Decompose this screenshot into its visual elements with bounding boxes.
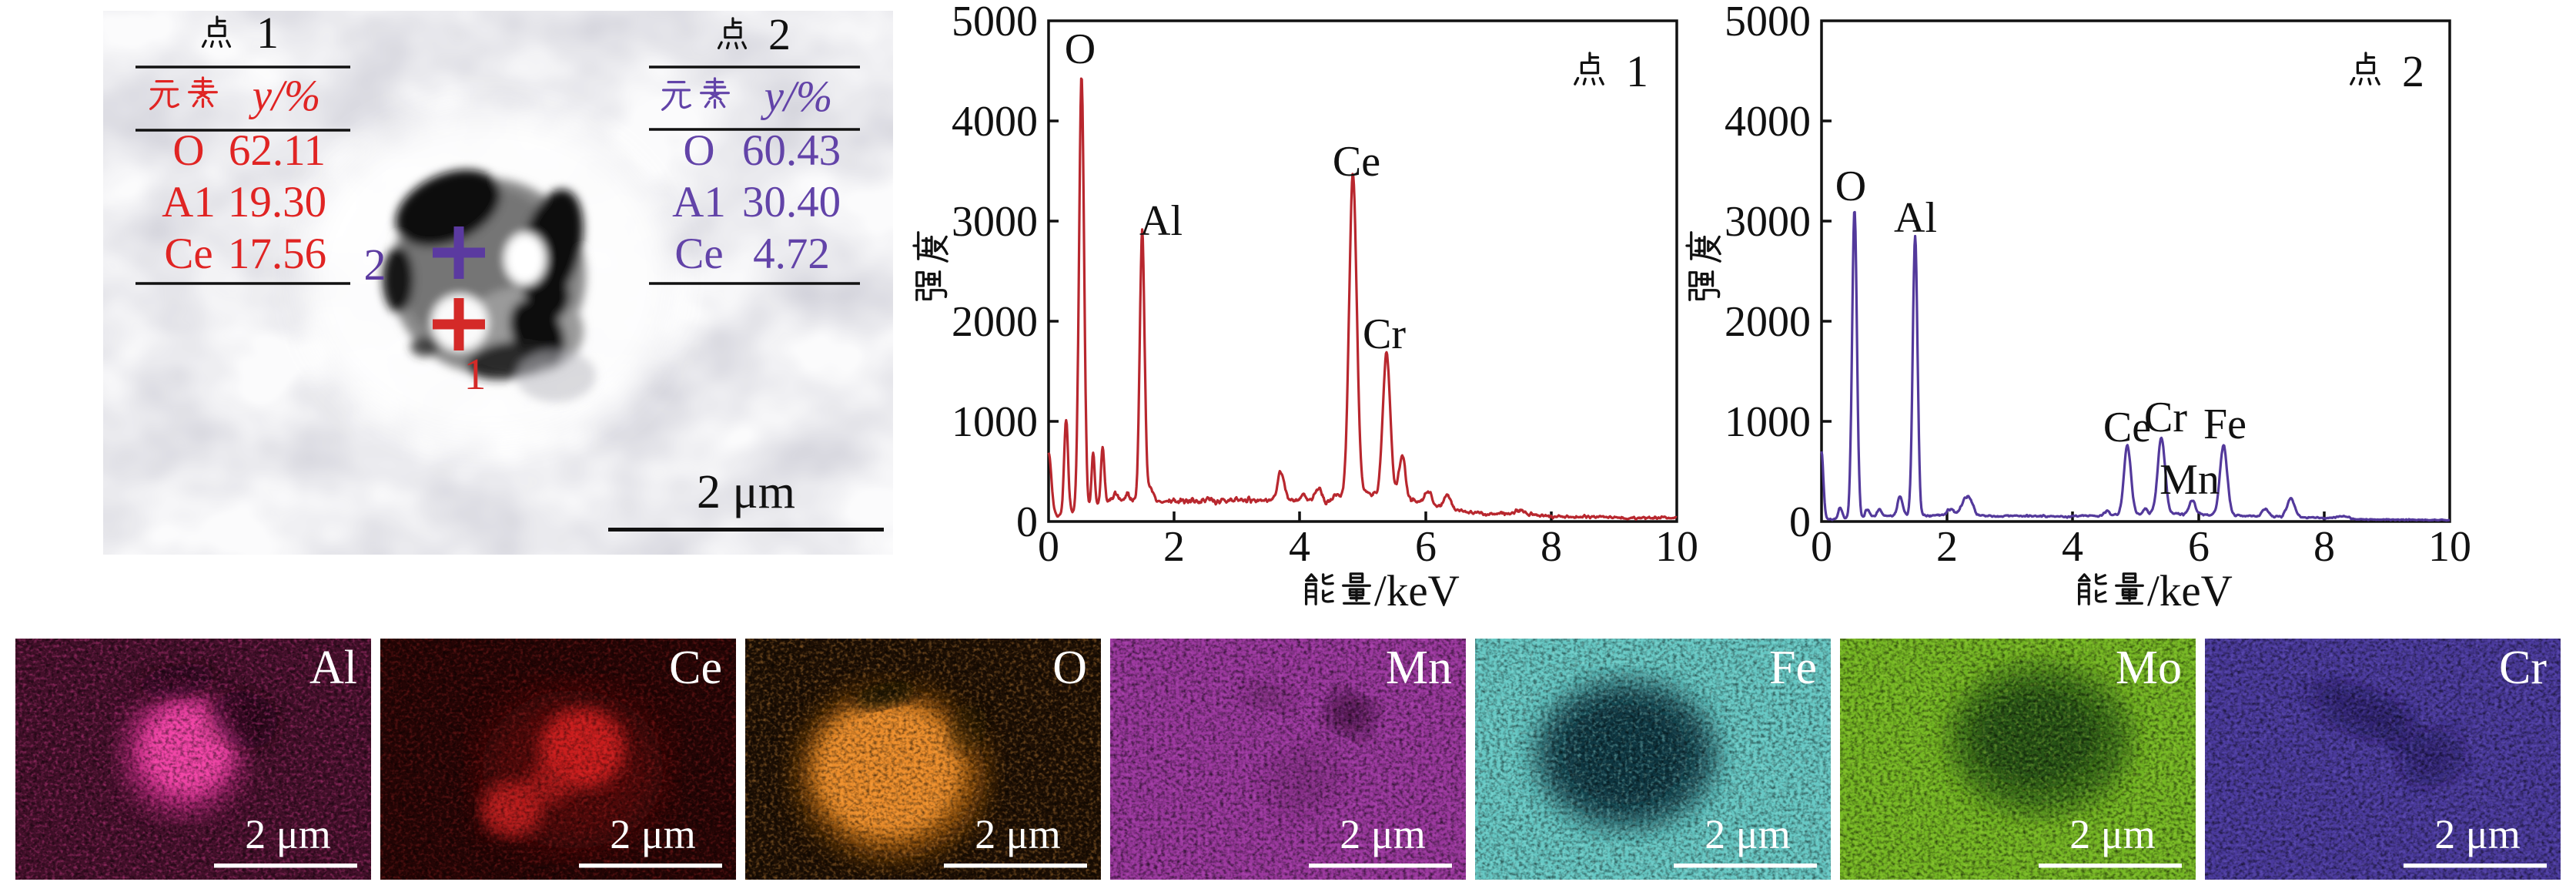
svg-text:Mn: Mn: [1386, 642, 1452, 694]
svg-text:2: 2: [768, 9, 791, 59]
svg-text:10: 10: [1655, 523, 1698, 571]
svg-text:2 μm: 2 μm: [2069, 811, 2155, 857]
svg-text:2 μm: 2 μm: [610, 811, 695, 857]
svg-text:6: 6: [1415, 523, 1437, 571]
svg-text:4000: 4000: [952, 98, 1038, 146]
svg-text:2000: 2000: [1725, 298, 1811, 346]
svg-text:2 μm: 2 μm: [245, 811, 330, 857]
svg-text:Fe: Fe: [1769, 642, 1817, 694]
svg-text:O: O: [1052, 642, 1087, 694]
svg-text:y/%: y/%: [761, 72, 833, 121]
svg-text:0: 0: [1038, 523, 1059, 571]
svg-text:/keV: /keV: [2147, 567, 2233, 615]
svg-text:1000: 1000: [1725, 398, 1811, 446]
svg-text:Al: Al: [309, 642, 357, 694]
svg-text:Ce: Ce: [2103, 404, 2151, 451]
svg-text:17.56: 17.56: [228, 230, 326, 278]
svg-text:O: O: [1065, 25, 1096, 73]
svg-text:4: 4: [1289, 523, 1310, 571]
svg-text:Al: Al: [1894, 194, 1937, 242]
svg-text:1: 1: [464, 349, 487, 399]
svg-text:3000: 3000: [1725, 198, 1811, 246]
svg-text:6: 6: [2188, 523, 2210, 571]
svg-text:3000: 3000: [952, 198, 1038, 246]
svg-text:A1: A1: [162, 178, 216, 226]
svg-text:2 μm: 2 μm: [1705, 811, 1790, 857]
svg-text:2 μm: 2 μm: [975, 811, 1060, 857]
svg-text:Ce: Ce: [164, 230, 212, 278]
svg-text:2: 2: [1163, 523, 1185, 571]
svg-text:Cr: Cr: [2499, 642, 2547, 694]
svg-text:4: 4: [2062, 523, 2083, 571]
svg-text:5000: 5000: [1725, 0, 1811, 45]
svg-text:1000: 1000: [952, 398, 1038, 446]
svg-text:Mn: Mn: [2159, 456, 2220, 504]
svg-text:2: 2: [1936, 523, 1958, 571]
svg-text:8: 8: [1541, 523, 1562, 571]
svg-text:5000: 5000: [952, 0, 1038, 45]
svg-text:Ce: Ce: [669, 642, 722, 694]
svg-text:10: 10: [2428, 523, 2471, 571]
svg-text:Cr: Cr: [2144, 394, 2187, 441]
svg-text:A1: A1: [672, 178, 726, 226]
svg-text:60.43: 60.43: [742, 126, 841, 175]
svg-text:O: O: [172, 126, 204, 175]
svg-text:0: 0: [1811, 523, 1832, 571]
svg-text:/keV: /keV: [1374, 567, 1460, 615]
svg-text:4000: 4000: [1725, 98, 1811, 146]
svg-text:y/%: y/%: [249, 72, 321, 120]
svg-text:Cr: Cr: [1363, 310, 1406, 358]
svg-text:4.72: 4.72: [753, 230, 830, 278]
svg-text:1: 1: [1626, 46, 1648, 96]
svg-text:Al: Al: [1139, 197, 1183, 245]
svg-text:Ce: Ce: [674, 230, 723, 278]
svg-text:30.40: 30.40: [742, 178, 841, 226]
svg-text:2 μm: 2 μm: [1340, 811, 1425, 857]
svg-text:2: 2: [2402, 46, 2424, 96]
svg-text:2: 2: [364, 240, 386, 290]
svg-text:2 μm: 2 μm: [697, 466, 795, 518]
svg-text:2000: 2000: [952, 298, 1038, 346]
svg-text:0: 0: [1016, 498, 1038, 546]
svg-text:Fe: Fe: [2203, 401, 2246, 448]
svg-text:62.11: 62.11: [229, 126, 326, 175]
svg-text:Mo: Mo: [2116, 642, 2182, 694]
svg-text:8: 8: [2313, 523, 2335, 571]
svg-text:O: O: [1835, 163, 1866, 210]
svg-text:19.30: 19.30: [228, 178, 326, 226]
svg-text:0: 0: [1789, 498, 1811, 546]
svg-text:1: 1: [256, 8, 279, 58]
svg-text:Ce: Ce: [1333, 138, 1380, 186]
svg-text:O: O: [683, 126, 714, 175]
svg-text:2 μm: 2 μm: [2434, 811, 2520, 857]
